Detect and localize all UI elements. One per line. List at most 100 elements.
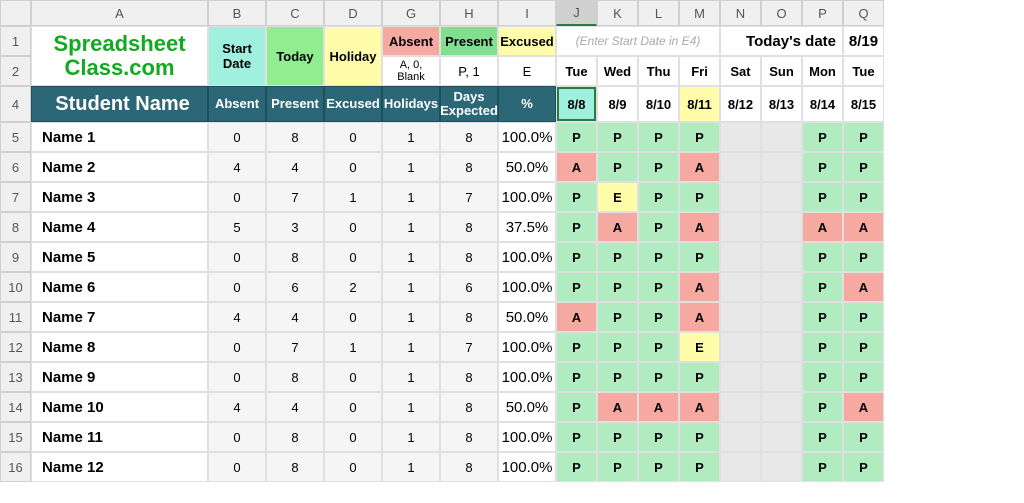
day-sun[interactable]: Sun xyxy=(761,56,802,86)
attendance-pct[interactable]: 100.0% xyxy=(498,182,556,212)
rowhdr-1[interactable]: 1 xyxy=(0,26,31,56)
legend-today[interactable]: Today xyxy=(266,26,324,86)
attendance-cell[interactable]: P xyxy=(638,362,679,392)
attendance-cell[interactable]: P xyxy=(679,122,720,152)
colhdr-B[interactable]: B xyxy=(208,0,266,26)
attendance-cell[interactable] xyxy=(761,452,802,482)
colhdr-Q[interactable]: Q xyxy=(843,0,884,26)
excused-count[interactable]: 1 xyxy=(324,182,382,212)
attendance-cell[interactable] xyxy=(720,302,761,332)
attendance-cell[interactable]: P xyxy=(597,152,638,182)
attendance-cell[interactable]: P xyxy=(843,332,884,362)
rowhdr-14[interactable]: 14 xyxy=(0,392,31,422)
absent-count[interactable]: 4 xyxy=(208,152,266,182)
attendance-cell[interactable]: P xyxy=(802,452,843,482)
rowhdr-10[interactable]: 10 xyxy=(0,272,31,302)
colhdr-A[interactable]: A xyxy=(31,0,208,26)
present-count[interactable]: 4 xyxy=(266,152,324,182)
attendance-cell[interactable]: P xyxy=(679,452,720,482)
attendance-cell[interactable]: A xyxy=(679,302,720,332)
attendance-cell[interactable]: P xyxy=(802,272,843,302)
day-tue2[interactable]: Tue xyxy=(843,56,884,86)
attendance-cell[interactable]: P xyxy=(556,272,597,302)
present-count[interactable]: 3 xyxy=(266,212,324,242)
present-count[interactable]: 8 xyxy=(266,122,324,152)
excused-count[interactable]: 0 xyxy=(324,212,382,242)
attendance-cell[interactable]: P xyxy=(843,422,884,452)
attendance-cell[interactable]: A xyxy=(679,392,720,422)
attendance-cell[interactable]: P xyxy=(556,392,597,422)
attendance-cell[interactable]: P xyxy=(638,272,679,302)
attendance-cell[interactable] xyxy=(720,452,761,482)
attendance-cell[interactable]: P xyxy=(843,452,884,482)
attendance-cell[interactable] xyxy=(720,212,761,242)
absent-count[interactable]: 0 xyxy=(208,242,266,272)
holiday-count[interactable]: 1 xyxy=(382,332,440,362)
attendance-cell[interactable]: P xyxy=(597,302,638,332)
excused-count[interactable]: 0 xyxy=(324,152,382,182)
date-4[interactable]: 8/12 xyxy=(720,86,761,122)
legend-holiday[interactable]: Holiday xyxy=(324,26,382,86)
colhdr-C[interactable]: C xyxy=(266,0,324,26)
excused-count[interactable]: 0 xyxy=(324,242,382,272)
date-2[interactable]: 8/10 xyxy=(638,86,679,122)
hdr-excused[interactable]: Excused xyxy=(324,86,382,122)
attendance-cell[interactable]: P xyxy=(679,182,720,212)
attendance-cell[interactable]: P xyxy=(597,242,638,272)
todays-date-value[interactable]: 8/19 xyxy=(843,26,884,56)
attendance-cell[interactable]: P xyxy=(843,302,884,332)
student-name[interactable]: Name 10 xyxy=(31,392,208,422)
excused-count[interactable]: 1 xyxy=(324,332,382,362)
attendance-cell[interactable]: A xyxy=(597,392,638,422)
holiday-count[interactable]: 1 xyxy=(382,362,440,392)
rowhdr-6[interactable]: 6 xyxy=(0,152,31,182)
attendance-cell[interactable]: P xyxy=(802,302,843,332)
attendance-pct[interactable]: 100.0% xyxy=(498,332,556,362)
attendance-cell[interactable]: P xyxy=(556,362,597,392)
attendance-cell[interactable]: P xyxy=(597,422,638,452)
student-name[interactable]: Name 9 xyxy=(31,362,208,392)
rowhdr-4[interactable]: 4 xyxy=(0,86,31,122)
legend-excused[interactable]: Excused xyxy=(498,26,556,56)
rowhdr-7[interactable]: 7 xyxy=(0,182,31,212)
holiday-count[interactable]: 1 xyxy=(382,302,440,332)
day-tue[interactable]: Tue xyxy=(556,56,597,86)
attendance-cell[interactable] xyxy=(761,182,802,212)
attendance-cell[interactable]: P xyxy=(597,122,638,152)
attendance-cell[interactable] xyxy=(720,392,761,422)
colhdr-M[interactable]: M xyxy=(679,0,720,26)
date-0[interactable]: 8/8 xyxy=(556,86,597,122)
attendance-cell[interactable]: P xyxy=(843,182,884,212)
attendance-cell[interactable] xyxy=(761,392,802,422)
date-6[interactable]: 8/14 xyxy=(802,86,843,122)
day-mon[interactable]: Mon xyxy=(802,56,843,86)
rowhdr-11[interactable]: 11 xyxy=(0,302,31,332)
attendance-cell[interactable] xyxy=(720,422,761,452)
attendance-cell[interactable] xyxy=(761,212,802,242)
student-name[interactable]: Name 12 xyxy=(31,452,208,482)
colhdr-N[interactable]: N xyxy=(720,0,761,26)
attendance-cell[interactable]: P xyxy=(597,332,638,362)
days-expected[interactable]: 8 xyxy=(440,392,498,422)
attendance-cell[interactable] xyxy=(720,122,761,152)
hdr-days-expected[interactable]: Days Expected xyxy=(440,86,498,122)
colhdr-D[interactable]: D xyxy=(324,0,382,26)
attendance-cell[interactable] xyxy=(761,152,802,182)
attendance-cell[interactable]: A xyxy=(679,212,720,242)
absent-count[interactable]: 0 xyxy=(208,452,266,482)
attendance-pct[interactable]: 37.5% xyxy=(498,212,556,242)
holiday-count[interactable]: 1 xyxy=(382,452,440,482)
days-expected[interactable]: 8 xyxy=(440,452,498,482)
holiday-count[interactable]: 1 xyxy=(382,152,440,182)
rowhdr-13[interactable]: 13 xyxy=(0,362,31,392)
attendance-cell[interactable]: A xyxy=(679,272,720,302)
attendance-cell[interactable]: P xyxy=(597,362,638,392)
legend-absent[interactable]: Absent xyxy=(382,26,440,56)
attendance-cell[interactable]: A xyxy=(638,392,679,422)
hdr-absent[interactable]: Absent xyxy=(208,86,266,122)
date-1[interactable]: 8/9 xyxy=(597,86,638,122)
day-wed[interactable]: Wed xyxy=(597,56,638,86)
attendance-cell[interactable]: P xyxy=(556,212,597,242)
excused-count[interactable]: 2 xyxy=(324,272,382,302)
attendance-cell[interactable]: A xyxy=(843,212,884,242)
